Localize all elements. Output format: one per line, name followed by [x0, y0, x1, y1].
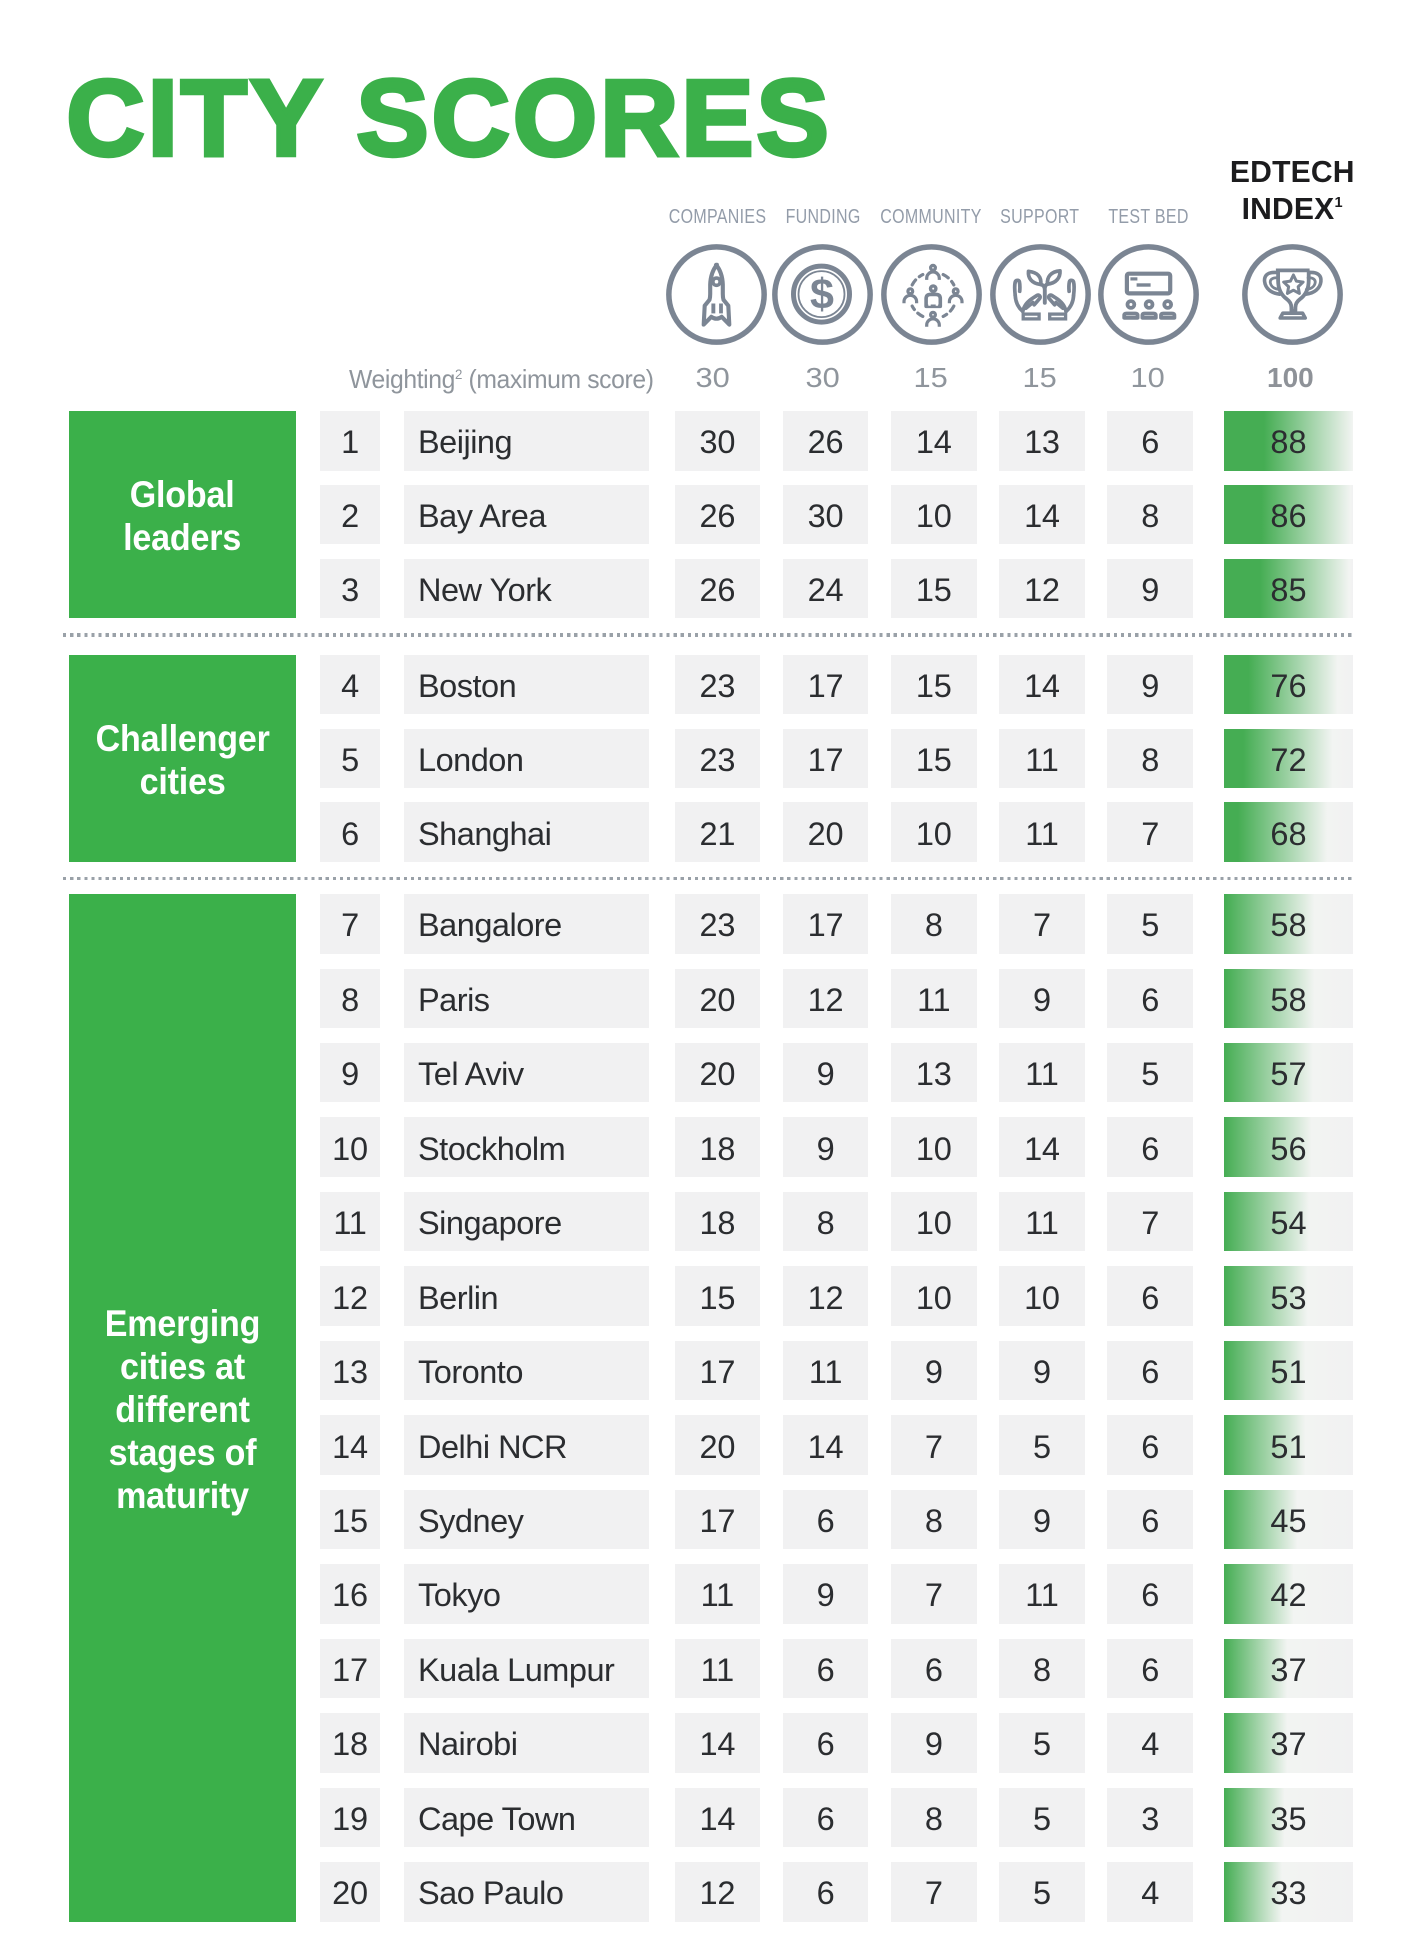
svg-text:$: $	[810, 270, 834, 318]
